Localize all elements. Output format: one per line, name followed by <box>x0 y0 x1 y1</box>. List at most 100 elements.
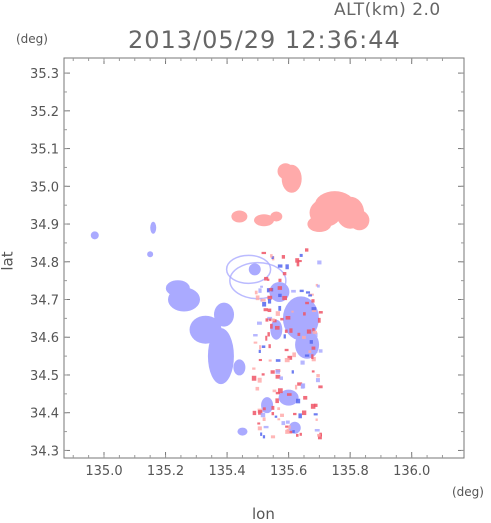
approaching-echo <box>278 389 299 406</box>
velocity-speckle <box>315 378 320 383</box>
velocity-speckle <box>297 260 302 263</box>
velocity-speckle <box>257 422 261 425</box>
x-tick-label: 135.2 <box>147 464 184 479</box>
velocity-speckle <box>312 330 317 334</box>
velocity-speckle <box>315 418 318 421</box>
velocity-speckle <box>306 329 312 334</box>
y-tick-label: 34.7 <box>30 294 59 309</box>
velocity-speckle <box>278 293 282 298</box>
velocity-speckle <box>267 278 270 281</box>
velocity-speckle <box>262 417 266 422</box>
velocity-speckle <box>283 334 286 339</box>
receding-echo <box>270 211 283 222</box>
receding-echo <box>307 216 332 233</box>
velocity-speckle <box>311 356 316 362</box>
velocity-speckle <box>278 278 282 282</box>
velocity-speckle <box>275 398 279 404</box>
velocity-speckle <box>260 412 266 418</box>
velocity-speckle <box>268 287 273 292</box>
velocity-speckle <box>267 308 272 313</box>
approaching-echo <box>147 251 154 258</box>
velocity-speckle <box>275 359 281 362</box>
y-tick-label: 35.0 <box>30 180 59 195</box>
velocity-speckle <box>313 332 318 338</box>
velocity-speckle <box>304 248 309 252</box>
approaching-echo <box>270 319 283 340</box>
velocity-speckle <box>267 299 272 304</box>
velocity-speckle <box>275 374 281 379</box>
velocity-speckle <box>311 370 315 373</box>
velocity-speckle <box>279 376 283 380</box>
x-unit-label: (deg) <box>452 485 484 499</box>
velocity-speckle <box>291 370 294 374</box>
approaching-echo <box>150 221 157 234</box>
x-tick-label: 135.6 <box>270 464 307 479</box>
velocity-speckle <box>300 360 305 365</box>
velocity-speckle <box>308 294 313 297</box>
velocity-speckle <box>300 383 305 389</box>
clutter-arc <box>225 254 272 285</box>
velocity-speckle <box>258 410 263 415</box>
velocity-speckle <box>253 341 258 344</box>
velocity-speckle <box>260 298 266 302</box>
velocity-speckle <box>271 412 275 416</box>
velocity-speckle <box>275 391 281 395</box>
velocity-speckle <box>275 311 280 316</box>
velocity-speckle <box>281 255 286 259</box>
velocity-speckle <box>255 386 260 391</box>
velocity-speckle <box>318 311 323 314</box>
velocity-speckle <box>314 428 320 432</box>
velocity-speckle <box>292 430 295 433</box>
velocity-speckle <box>299 289 304 293</box>
velocity-speckle <box>277 286 283 290</box>
velocity-speckle <box>277 264 283 268</box>
velocity-speckle <box>296 261 300 267</box>
velocity-speckle <box>301 410 307 416</box>
altitude-label: ALT(km) 2.0 <box>334 0 441 20</box>
velocity-speckle <box>271 405 275 410</box>
approaching-echo <box>165 280 190 297</box>
velocity-speckle <box>308 350 312 354</box>
receding-echo <box>349 210 370 231</box>
velocity-speckle <box>280 413 284 417</box>
velocity-speckle <box>318 349 323 353</box>
velocity-speckle <box>271 256 274 260</box>
velocity-speckle <box>305 301 309 305</box>
velocity-speckle <box>277 407 281 411</box>
velocity-speckle <box>260 285 263 288</box>
velocity-speckle <box>254 290 258 295</box>
velocity-speckle <box>311 308 317 312</box>
velocity-speckle <box>264 276 269 281</box>
velocity-speckle <box>261 373 265 376</box>
velocity-speckle <box>262 410 267 413</box>
velocity-speckle <box>297 382 303 386</box>
x-tick-label: 136.0 <box>393 464 430 479</box>
velocity-speckle <box>262 407 266 411</box>
velocity-speckle <box>312 328 315 332</box>
velocity-speckle <box>311 346 316 350</box>
velocity-speckle <box>251 375 257 381</box>
velocity-speckle <box>311 354 314 360</box>
y-tick-label: 35.1 <box>30 143 59 158</box>
velocity-speckle <box>292 352 296 358</box>
velocity-speckle <box>263 308 268 312</box>
velocity-speckle <box>289 430 293 434</box>
tick-layer: 135.0 135.2 135.4 135.6 135.8 136.0 34.3 34.4 34… <box>30 58 464 479</box>
plot-frame <box>63 57 465 459</box>
velocity-speckle <box>311 307 317 311</box>
velocity-speckle <box>255 295 260 301</box>
velocity-speckle <box>301 335 306 340</box>
velocity-speckle <box>258 358 262 362</box>
velocity-speckle <box>275 369 280 374</box>
velocity-speckle <box>285 315 291 320</box>
velocity-speckle <box>261 345 266 348</box>
velocity-speckle <box>268 344 271 349</box>
x-tick-label: 135.8 <box>332 464 369 479</box>
y-tick-label: 35.3 <box>30 67 59 82</box>
velocity-speckle <box>314 350 318 353</box>
velocity-speckle <box>272 389 277 393</box>
velocity-speckle <box>263 425 269 429</box>
velocity-speckle <box>309 340 313 344</box>
velocity-speckle <box>316 374 320 378</box>
approaching-echo <box>288 421 301 434</box>
